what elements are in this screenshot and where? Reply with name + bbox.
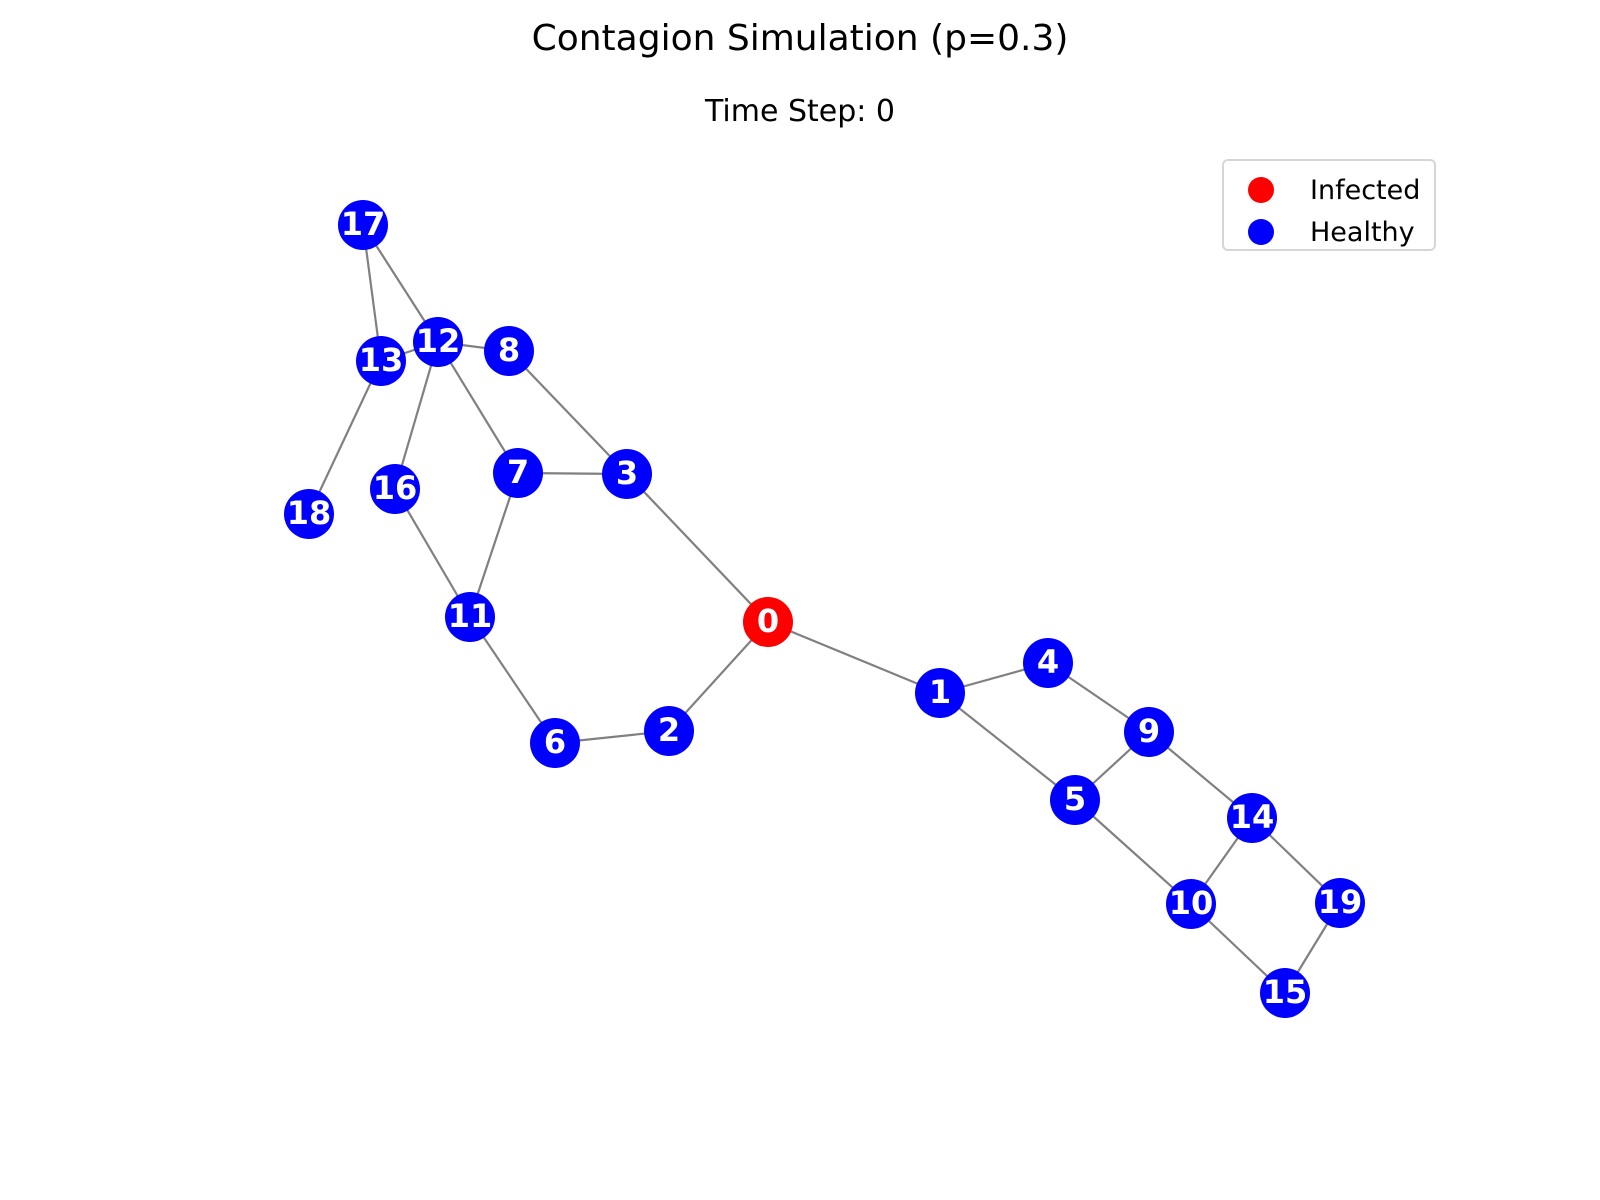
edge-6-11	[469, 616, 556, 744]
node-circle-0	[743, 597, 793, 647]
node-14: 14	[1227, 793, 1277, 843]
node-label-19: 19	[1318, 883, 1363, 921]
node-circle-17	[338, 200, 388, 250]
node-circle-11	[445, 592, 495, 642]
node-circle-2	[644, 706, 694, 756]
node-circle-13	[356, 336, 406, 386]
node-circle-16	[370, 464, 420, 514]
legend-marker-infected	[1248, 177, 1274, 203]
chart-title: Contagion Simulation (p=0.3)	[531, 18, 1069, 59]
node-circle-6	[530, 718, 580, 768]
node-19: 19	[1315, 878, 1365, 928]
node-circle-1	[915, 668, 965, 718]
node-label-14: 14	[1230, 798, 1275, 836]
node-label-9: 9	[1138, 712, 1160, 750]
node-circle-14	[1227, 793, 1277, 843]
edge-13-18	[308, 360, 382, 515]
node-5: 5	[1050, 775, 1100, 825]
node-label-12: 12	[416, 322, 461, 360]
node-16: 16	[370, 464, 420, 514]
node-circle-8	[484, 326, 534, 376]
node-6: 6	[530, 718, 580, 768]
legend-label-healthy: Healthy	[1310, 216, 1415, 248]
node-circle-5	[1050, 775, 1100, 825]
node-12: 12	[413, 317, 463, 367]
node-label-18: 18	[287, 494, 332, 532]
node-circle-4	[1023, 638, 1073, 688]
node-circle-9	[1124, 707, 1174, 757]
node-label-16: 16	[373, 469, 418, 507]
edge-0-1	[767, 620, 941, 695]
legend-label-infected: Infected	[1310, 174, 1421, 206]
edge-5-10	[1074, 799, 1192, 905]
edge-3-8	[508, 350, 628, 475]
node-8: 8	[484, 326, 534, 376]
node-label-17: 17	[341, 205, 386, 243]
edge-1-5	[939, 692, 1076, 801]
node-13: 13	[356, 336, 406, 386]
node-10: 10	[1166, 879, 1216, 929]
node-label-13: 13	[359, 341, 404, 379]
node-15: 15	[1260, 968, 1310, 1018]
edge-11-7	[468, 472, 520, 618]
node-1: 1	[915, 668, 965, 718]
node-circle-18	[284, 489, 334, 539]
node-circle-19	[1315, 878, 1365, 928]
node-label-11: 11	[448, 597, 493, 635]
legend: Infected Healthy	[1222, 159, 1436, 251]
node-11: 11	[445, 592, 495, 642]
node-label-7: 7	[507, 453, 529, 491]
node-circle-3	[602, 449, 652, 499]
node-label-4: 4	[1037, 643, 1059, 681]
legend-item-infected: Infected	[1248, 173, 1420, 207]
node-4: 4	[1023, 638, 1073, 688]
node-0: 0	[743, 597, 793, 647]
node-label-0: 0	[757, 602, 779, 640]
node-label-6: 6	[544, 723, 566, 761]
node-circle-15	[1260, 968, 1310, 1018]
node-label-2: 2	[658, 711, 680, 749]
node-circle-12	[413, 317, 463, 367]
edge-7-12	[437, 341, 519, 474]
node-label-1: 1	[929, 673, 951, 711]
legend-marker-healthy	[1248, 219, 1274, 245]
node-2: 2	[644, 706, 694, 756]
node-circle-10	[1166, 879, 1216, 929]
node-18: 18	[284, 489, 334, 539]
node-3: 3	[602, 449, 652, 499]
edge-12-16	[393, 341, 440, 490]
node-label-5: 5	[1064, 780, 1086, 818]
node-17: 17	[338, 200, 388, 250]
chart-subtitle: Time Step: 0	[705, 94, 895, 129]
edge-0-3	[626, 473, 769, 623]
node-circle-7	[493, 448, 543, 498]
node-label-15: 15	[1263, 973, 1308, 1011]
node-label-8: 8	[498, 331, 520, 369]
node-7: 7	[493, 448, 543, 498]
node-9: 9	[1124, 707, 1174, 757]
node-label-3: 3	[616, 454, 638, 492]
node-label-10: 10	[1169, 884, 1214, 922]
legend-item-healthy: Healthy	[1248, 215, 1415, 249]
